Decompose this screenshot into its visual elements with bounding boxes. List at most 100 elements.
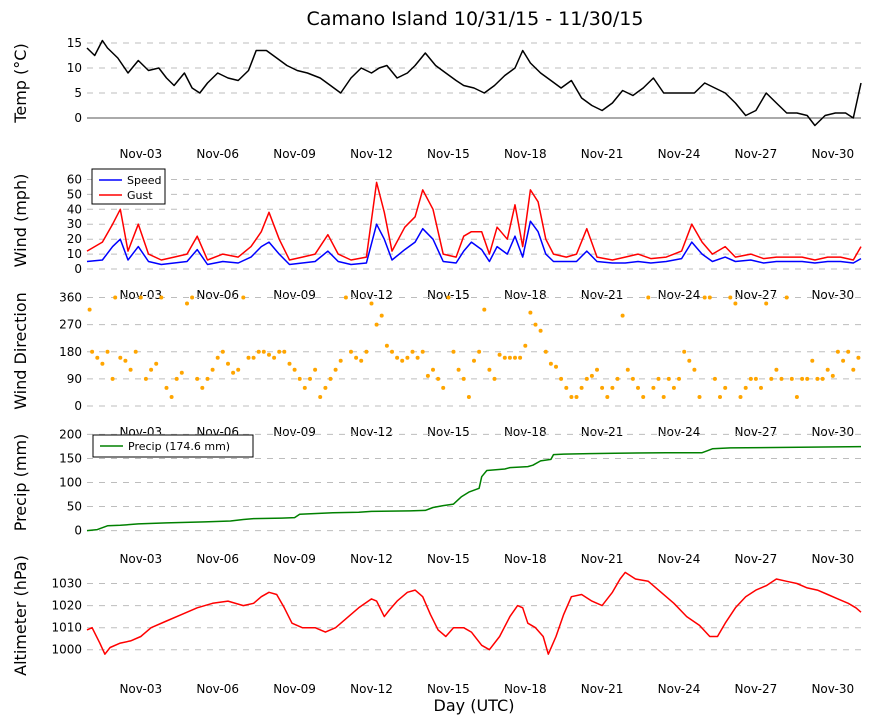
data-point <box>595 367 599 372</box>
data-point <box>128 367 133 372</box>
data-point <box>328 376 333 381</box>
data-point <box>118 355 123 360</box>
data-point <box>518 355 523 360</box>
data-point <box>210 367 215 372</box>
data-point <box>810 358 815 363</box>
x-tick-label: Nov-09 <box>273 288 316 302</box>
data-point <box>267 352 271 357</box>
data-point <box>564 385 569 390</box>
data-point <box>400 358 405 363</box>
x-tick-label: Nov-30 <box>811 147 854 161</box>
data-point <box>226 361 230 366</box>
data-point <box>584 376 589 381</box>
x-tick-label: Nov-27 <box>735 288 778 302</box>
data-point <box>369 301 374 306</box>
x-tick-label: Nov-06 <box>196 682 239 696</box>
y-tick-label: 180 <box>59 345 82 359</box>
x-tick-label: Nov-03 <box>119 288 162 302</box>
y-tick-label: 40 <box>67 202 82 216</box>
y-tick-label: 60 <box>67 173 82 187</box>
data-point <box>138 295 143 300</box>
y-tick-label: 0 <box>74 524 82 538</box>
data-point <box>185 301 189 306</box>
x-tick-label: Nov-27 <box>735 682 778 696</box>
data-point <box>841 358 846 363</box>
data-point <box>241 295 246 300</box>
data-point <box>200 385 205 390</box>
x-tick-label: Nov-18 <box>504 682 547 696</box>
data-point <box>677 376 681 381</box>
data-point <box>256 349 261 354</box>
data-point <box>574 395 579 399</box>
data-point <box>835 349 840 354</box>
panel-4: 0 50 100 150 200 Nov-03 Nov-06 Nov-09 Nov-12 Nov-… <box>11 427 862 566</box>
data-point <box>800 376 805 381</box>
legend: Precip (174.6 mm) <box>92 434 254 458</box>
y-tick-label: 10 <box>67 247 82 261</box>
data-point <box>656 376 661 381</box>
x-tick-label: Nov-24 <box>658 288 701 302</box>
data-point <box>666 376 671 381</box>
data-point <box>251 355 256 360</box>
data-point <box>697 395 702 399</box>
x-tick-label: Nov-24 <box>658 682 701 696</box>
data-point <box>95 355 100 360</box>
data-point <box>482 307 487 312</box>
data-point <box>236 367 241 372</box>
data-point <box>764 301 769 306</box>
series-line <box>86 571 862 655</box>
data-point <box>425 373 430 378</box>
y-tick-label: 30 <box>67 217 82 231</box>
x-tick-label: Nov-24 <box>658 425 701 439</box>
data-point <box>179 370 184 375</box>
data-point <box>856 355 861 360</box>
data-point <box>846 349 851 354</box>
data-point <box>90 349 95 354</box>
data-point <box>466 395 471 399</box>
x-tick-label: Nov-24 <box>658 147 701 161</box>
data-point <box>159 295 164 300</box>
data-point <box>600 385 605 390</box>
data-point <box>523 343 528 348</box>
series-line <box>86 445 862 532</box>
x-tick-label: Nov-12 <box>350 682 393 696</box>
data-point <box>502 355 507 360</box>
data-point <box>687 358 692 363</box>
data-point <box>528 310 533 315</box>
data-point <box>451 349 456 354</box>
data-point <box>507 355 512 360</box>
x-tick-label: Nov-12 <box>350 147 393 161</box>
data-point <box>318 395 323 399</box>
data-point <box>395 355 400 360</box>
data-point <box>292 367 297 372</box>
data-point <box>692 367 697 372</box>
data-point <box>87 307 92 312</box>
data-point <box>492 376 497 381</box>
data-point <box>610 385 615 390</box>
y-tick-label: 200 <box>59 427 82 441</box>
data-point <box>308 376 312 381</box>
data-point <box>759 385 763 390</box>
x-tick-label: Nov-03 <box>119 147 162 161</box>
data-point <box>477 349 482 354</box>
y-tick-label: 1000 <box>51 643 82 657</box>
data-point <box>405 355 410 360</box>
data-point <box>794 395 799 399</box>
data-point <box>195 376 200 381</box>
y-tick-label: 20 <box>67 232 82 246</box>
y-tick-label: 1020 <box>51 599 82 613</box>
x-tick-label: Nov-24 <box>658 552 701 566</box>
data-point <box>364 349 369 354</box>
x-tick-label: Nov-30 <box>811 552 854 566</box>
x-tick-label: Nov-12 <box>350 552 393 566</box>
data-point <box>113 295 118 300</box>
data-point <box>513 355 517 360</box>
data-point <box>641 395 646 399</box>
data-point <box>615 376 620 381</box>
data-point <box>174 376 179 381</box>
data-point <box>682 349 687 354</box>
data-point <box>472 358 476 363</box>
data-point <box>190 295 195 300</box>
data-point <box>220 349 225 354</box>
data-point <box>410 349 415 354</box>
